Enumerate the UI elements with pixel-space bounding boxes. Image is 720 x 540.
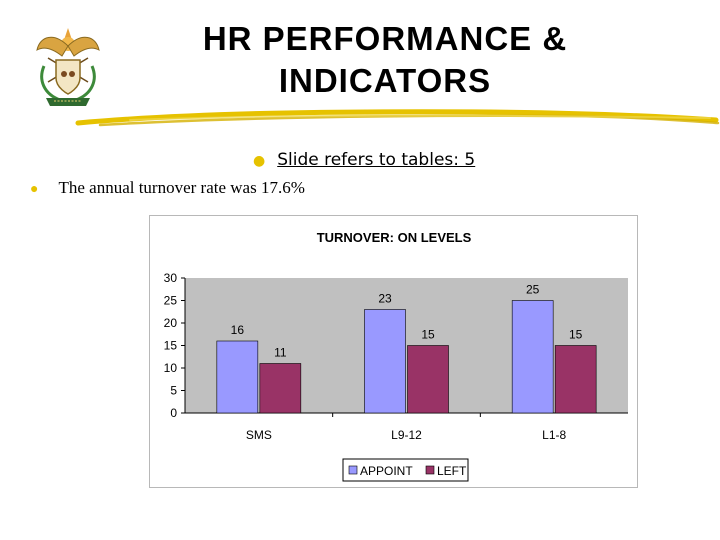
x-category-label: SMS [246, 428, 272, 442]
bullet-item-tables-reference: ● Slide refers to tables: 5 [253, 150, 475, 170]
bullet-dot-icon: ● [30, 182, 39, 197]
legend-swatch-left [425, 465, 435, 475]
data-label: 11 [274, 346, 287, 360]
legend-label-left: LEFT [437, 464, 467, 478]
bullet-item-turnover-rate: ● The annual turnover rate was 17.6% [30, 178, 305, 198]
y-tick-label: 30 [164, 271, 178, 285]
data-label: 23 [378, 292, 392, 306]
bullet-text: The annual turnover rate was 17.6% [58, 178, 305, 197]
x-category-label: L1-8 [542, 428, 566, 442]
data-label: 25 [526, 283, 540, 297]
plot-area [185, 278, 628, 413]
data-label: 16 [231, 323, 245, 337]
legend-label-appoint: APPOINT [360, 464, 413, 478]
turnover-chart: TURNOVER: ON LEVELS 0 5 10 15 20 25 30 16 11 SMS 2… [149, 215, 638, 488]
bar-appoint-sms [216, 340, 259, 414]
slide-title-line-1: HR PERFORMANCE & [202, 20, 568, 57]
y-tick-label: 15 [164, 339, 178, 353]
bar-appoint-l1-8 [511, 300, 554, 414]
y-tick-label: 10 [164, 361, 178, 375]
y-tick-label: 20 [164, 316, 178, 330]
bar-left-sms [259, 363, 302, 414]
slide-title: HR PERFORMANCE & INDICATORS [150, 18, 620, 102]
title-underline-stroke [75, 109, 720, 127]
bar-left-l9-12 [407, 345, 449, 414]
data-label: 15 [569, 328, 583, 342]
bar-left-l1-8 [554, 345, 597, 414]
coat-of-arms-emblem [36, 28, 100, 106]
y-tick-label: 25 [164, 294, 178, 308]
slide-title-line-2: INDICATORS [278, 62, 492, 99]
chart-title: TURNOVER: ON LEVELS [317, 230, 472, 245]
bullet-dot-icon: ● [253, 153, 266, 169]
y-tick-label: 5 [170, 384, 177, 398]
turnover-chart-svg: TURNOVER: ON LEVELS 0 5 10 15 20 25 30 16 11 SMS 2… [164, 230, 628, 482]
legend-swatch-appoint [348, 465, 358, 475]
bar-appoint-l9-12 [364, 309, 406, 414]
y-tick-label: 0 [170, 406, 177, 420]
bullet-text: Slide refers to tables: 5 [277, 150, 476, 170]
data-label: 15 [421, 328, 435, 342]
x-category-label: L9-12 [391, 428, 422, 442]
legend-box [342, 458, 469, 482]
